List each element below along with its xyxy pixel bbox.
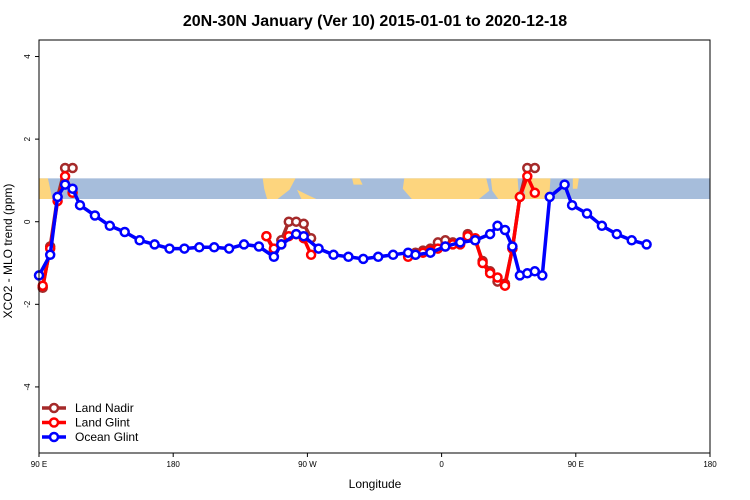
x-tick-label: 90 E — [31, 460, 47, 469]
data-point — [104, 220, 116, 232]
data-point — [559, 179, 570, 190]
data-point — [261, 230, 272, 242]
data-point — [454, 237, 466, 248]
legend-swatch-point — [48, 402, 60, 414]
map-land-shape — [490, 178, 520, 199]
y-tick-label: 4 — [23, 54, 32, 59]
data-point — [492, 220, 503, 232]
legend-swatch-point — [48, 431, 60, 443]
map-land-shape — [572, 178, 579, 189]
map-land-shape — [352, 178, 363, 185]
data-point — [223, 243, 235, 254]
data-point — [440, 241, 451, 252]
data-point — [492, 272, 503, 283]
data-point — [194, 242, 205, 253]
data-point — [164, 243, 175, 254]
data-point — [328, 249, 339, 261]
data-point — [499, 224, 511, 236]
data-point — [179, 243, 190, 254]
x-axis: 90 E 180 90 W 0 90 E 180 — [31, 453, 717, 469]
data-point — [208, 242, 220, 253]
legend-item: Ocean Glint — [42, 430, 139, 444]
data-point — [410, 249, 421, 261]
x-tick-label: 90 E — [568, 460, 584, 469]
y-axis: -4 -2 0 2 4 — [23, 54, 39, 391]
legend-item: Land Glint — [42, 416, 130, 430]
data-point — [596, 220, 608, 232]
y-tick-label: 0 — [23, 219, 32, 224]
data-point — [544, 191, 555, 203]
legend-label: Ocean Glint — [75, 430, 139, 444]
data-point — [119, 226, 130, 238]
data-point — [469, 235, 481, 246]
data-point — [484, 228, 496, 240]
data-point — [566, 199, 578, 211]
legend-label: Land Nadir — [75, 401, 134, 415]
data-point — [59, 179, 71, 190]
data-point — [44, 249, 56, 261]
map-land-shape — [262, 178, 296, 199]
data-point — [499, 280, 511, 291]
data-point — [529, 162, 541, 174]
chart-title: 20N-30N January (Ver 10) 2015-01-01 to 2… — [183, 13, 567, 30]
data-point — [611, 228, 623, 240]
y-tick-label: 2 — [23, 136, 32, 141]
data-point — [537, 270, 548, 281]
data-point — [298, 230, 309, 242]
data-point — [529, 187, 541, 199]
data-point — [52, 191, 63, 203]
x-axis-label: Longitude — [349, 477, 402, 491]
x-tick-label: 90 W — [298, 460, 317, 469]
data-point — [149, 239, 160, 250]
data-point — [507, 241, 518, 252]
y-tick-label: -4 — [23, 383, 32, 391]
map-band — [39, 178, 710, 200]
data-point — [305, 249, 317, 261]
data-point — [477, 257, 488, 269]
map-land-shape — [39, 178, 53, 199]
series-layer — [33, 162, 652, 294]
data-point — [67, 183, 78, 194]
data-point — [425, 247, 436, 258]
plot-area — [33, 39, 711, 454]
x-tick-label: 180 — [167, 460, 181, 469]
data-point — [522, 171, 533, 182]
data-point — [313, 243, 324, 254]
plot-frame — [38, 39, 711, 454]
data-point — [514, 191, 526, 203]
series-ocean-glint — [33, 179, 652, 281]
data-point — [529, 266, 541, 277]
data-point — [268, 251, 280, 263]
data-point — [343, 251, 354, 263]
data-point — [276, 239, 287, 250]
legend-item: Land Nadir — [42, 401, 134, 415]
map-land-shape — [297, 189, 317, 199]
legend-swatch-point — [48, 417, 60, 428]
data-point — [387, 249, 399, 261]
data-point — [581, 208, 593, 219]
x-tick-label: 180 — [703, 460, 717, 469]
data-point — [74, 199, 86, 211]
legend-label: Land Glint — [75, 416, 130, 430]
data-point — [37, 280, 48, 291]
map-ocean — [39, 178, 710, 200]
map-land-shape — [402, 178, 490, 199]
data-point — [238, 239, 250, 250]
data-point — [298, 218, 309, 230]
data-point — [484, 268, 496, 279]
data-point — [626, 235, 637, 246]
data-point — [89, 210, 101, 221]
y-axis-label: XCO2 - MLO trend (ppm) — [1, 184, 15, 319]
data-point — [134, 235, 145, 246]
data-point — [358, 253, 369, 265]
data-point — [253, 241, 265, 252]
data-point — [641, 239, 652, 250]
data-point — [59, 171, 71, 182]
y-tick-label: -2 — [23, 300, 32, 308]
data-point — [372, 251, 384, 263]
x-tick-label: 0 — [439, 460, 444, 469]
data-point — [67, 162, 78, 174]
